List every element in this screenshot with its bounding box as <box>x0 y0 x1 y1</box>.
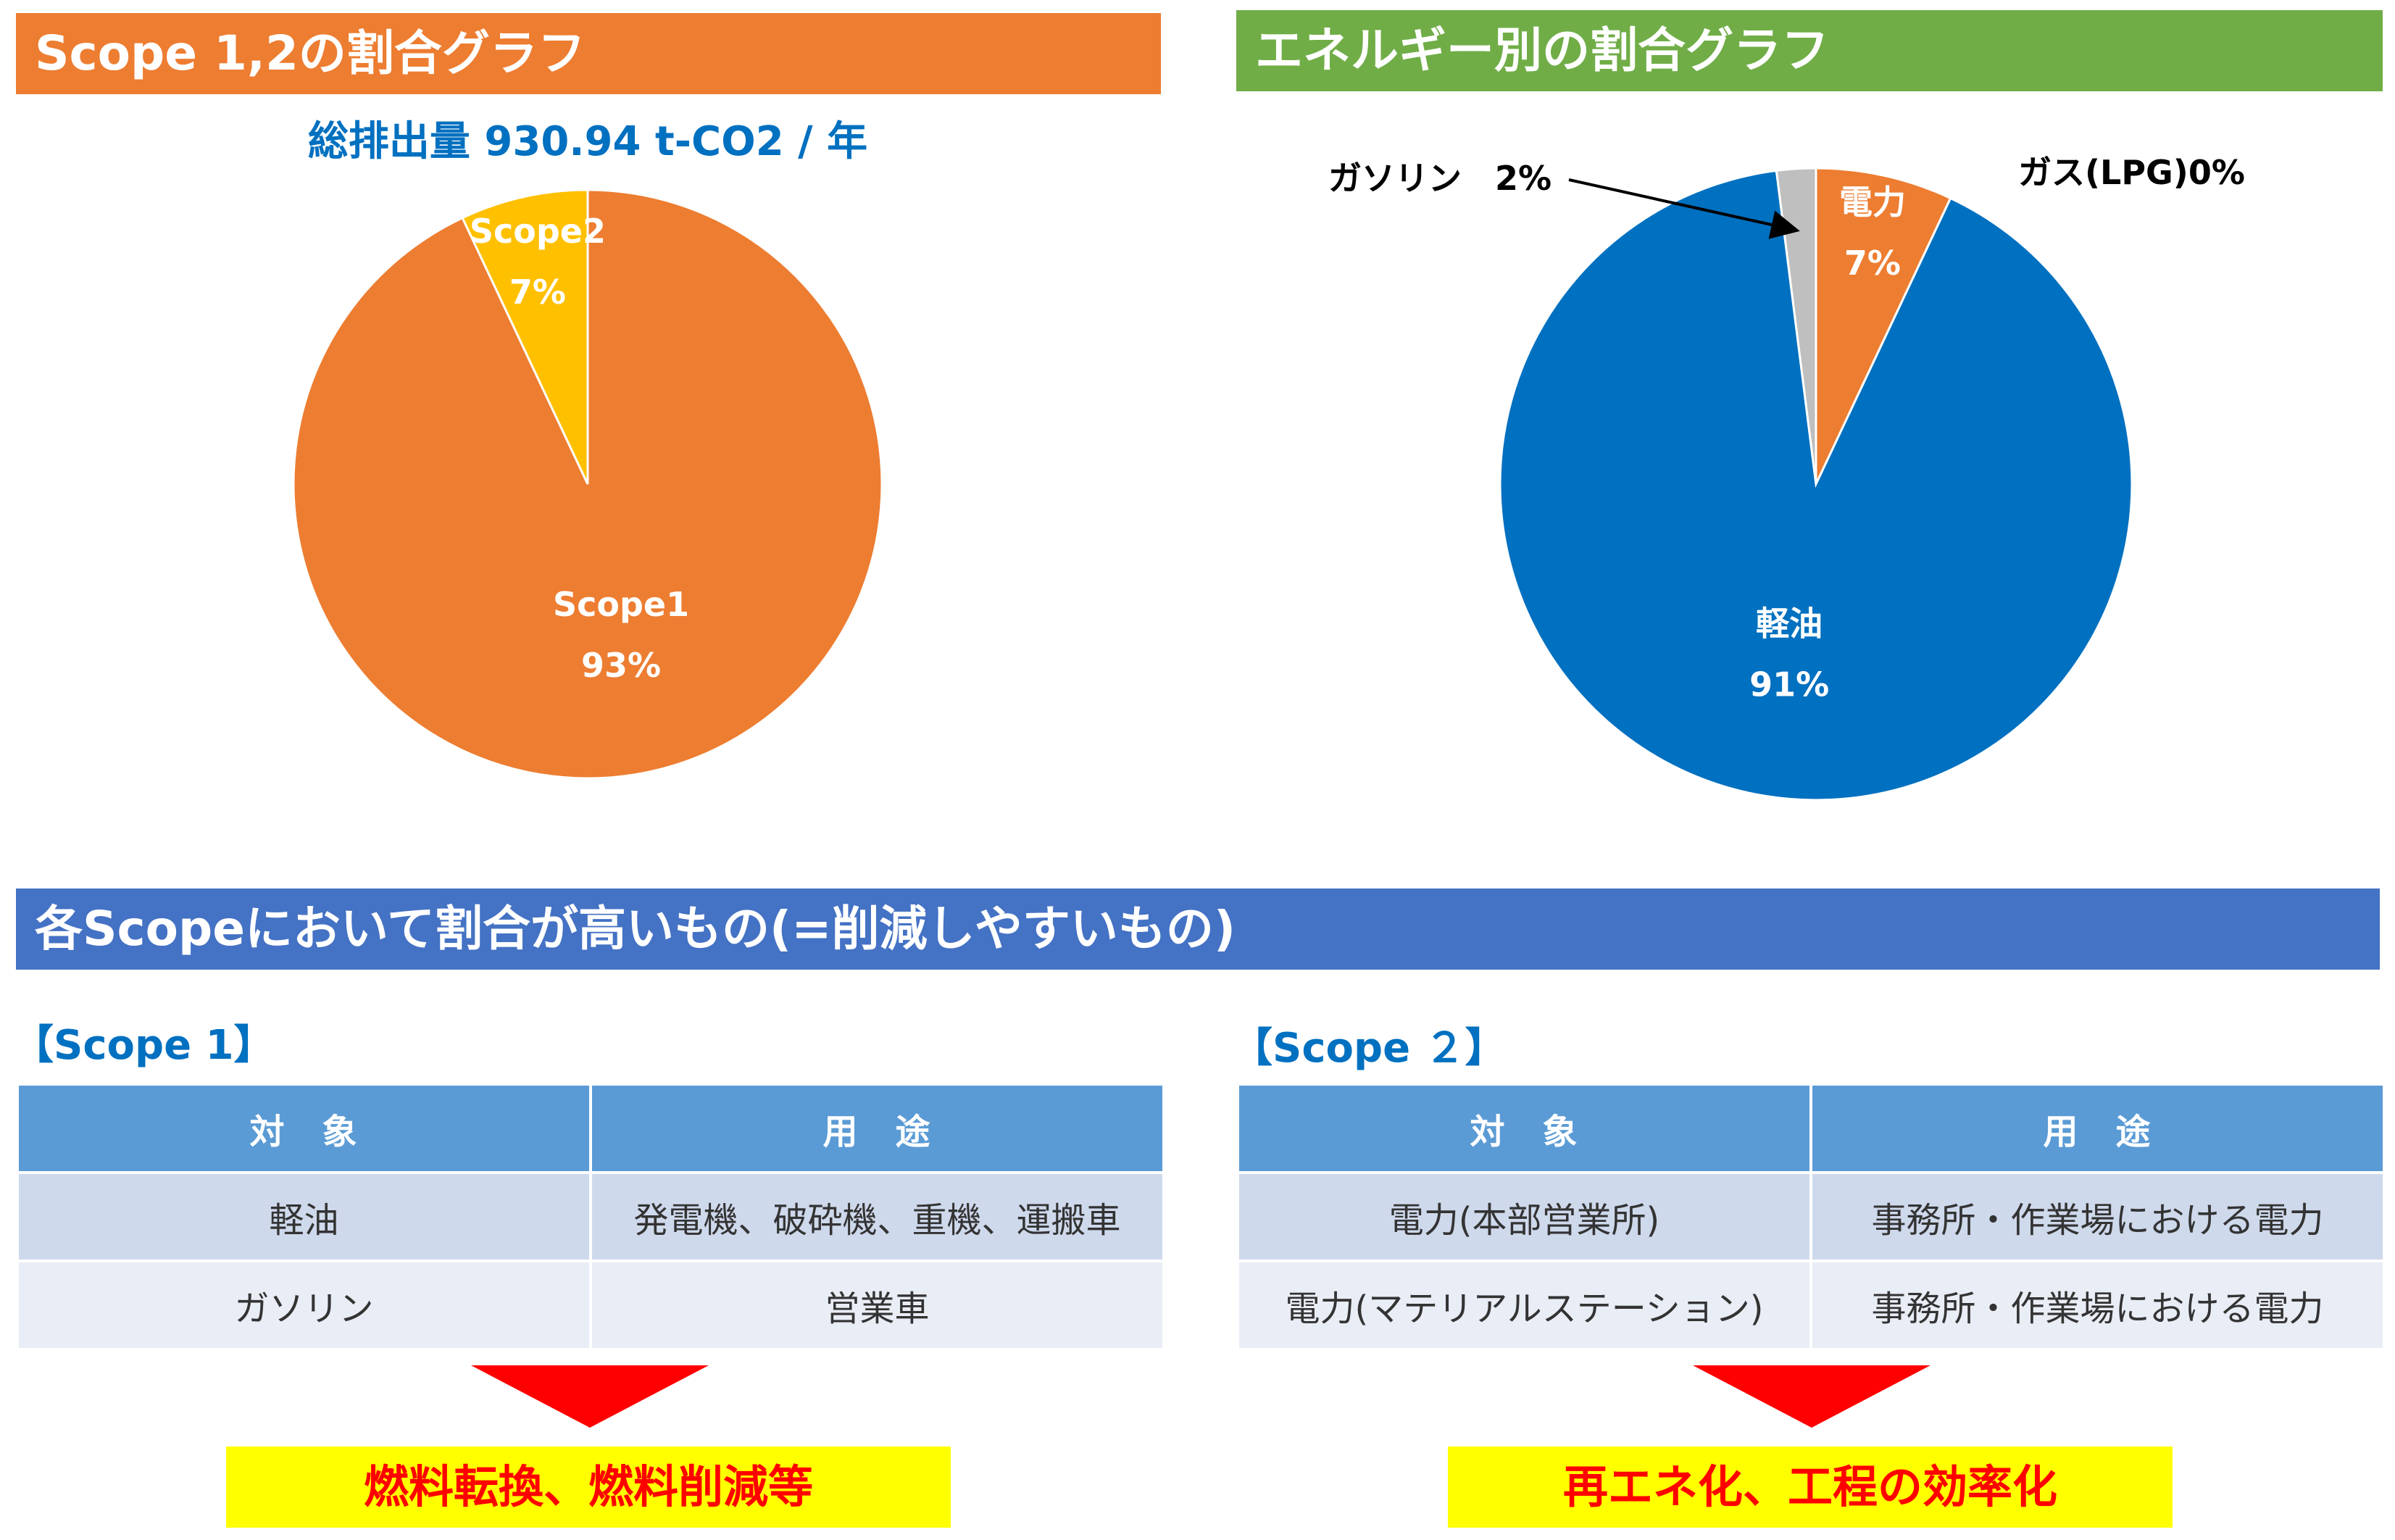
scope1-result: 燃料転換、燃料削減等 <box>226 1447 951 1528</box>
pie-slice-percent: 7% <box>1844 244 1901 283</box>
scope2-table: 対 象 用 途 電力(本部営業所) 事務所・作業場における電力 電力(マテリアル… <box>1236 1083 2386 1351</box>
table-cell: 営業車 <box>589 1260 1165 1351</box>
pie-slice-label: Scope2 <box>470 212 606 251</box>
gasoline-callout-label: ガソリン 2% <box>1328 159 1551 198</box>
scope1-label: 【Scope 1】 <box>13 1022 275 1069</box>
pie-slice-percent: 93% <box>581 646 661 685</box>
scope-pie-title: 総排出量 930.94 t-CO2 / 年 <box>308 118 867 165</box>
pie-slice <box>1815 167 1952 485</box>
scope2-result: 再エネ化、工程の効率化 <box>1448 1447 2173 1528</box>
table-row: 電力(マテリアルステーション) 事務所・作業場における電力 <box>1236 1260 2386 1351</box>
table-cell: 電力(マテリアルステーション) <box>1236 1260 1812 1351</box>
energy-chart-banner: エネルギー別の割合グラフ <box>1236 10 2383 91</box>
lpg-callout-label: ガス(LPG)0% <box>2018 153 2245 192</box>
scope2-header-target: 対 象 <box>1236 1083 1812 1174</box>
scope2-down-arrow <box>1693 1365 1930 1428</box>
table-cell: 事務所・作業場における電力 <box>1809 1171 2386 1262</box>
scope-chart-banner: Scope 1,2の割合グラフ <box>16 13 1161 94</box>
gasoline-callout-arrow <box>1568 178 1800 239</box>
pie-slice-label: 電力 <box>1839 183 1906 222</box>
scope2-header-usage: 用 途 <box>1809 1083 2386 1174</box>
scope1-down-arrow <box>471 1365 709 1428</box>
scope2-label: 【Scope ２】 <box>1232 1025 1506 1072</box>
pie-slice <box>1775 167 1817 485</box>
scope1-header-usage: 用 途 <box>589 1083 1165 1174</box>
table-cell: ガソリン <box>16 1260 592 1351</box>
table-cell: 電力(本部営業所) <box>1236 1171 1812 1262</box>
charts-canvas: 総排出量 930.94 t-CO2 / 年 Scope193%Scope27% … <box>292 118 2245 802</box>
scope1-table: 対 象 用 途 軽油 発電機、破砕機、重機、運搬車 ガソリン 営業車 <box>16 1083 1165 1351</box>
table-row: 軽油 発電機、破砕機、重機、運搬車 <box>16 1171 1165 1262</box>
pie-slice-label: Scope1 <box>553 585 689 624</box>
scope1-header-target: 対 象 <box>16 1083 592 1174</box>
pie-slice-percent: 91% <box>1749 665 1829 704</box>
table-cell: 軽油 <box>16 1171 592 1262</box>
table-row: ガソリン 営業車 <box>16 1260 1165 1351</box>
table-row: 電力(本部営業所) 事務所・作業場における電力 <box>1236 1171 2386 1262</box>
pie-slice-label: 軽油 <box>1756 604 1823 644</box>
reduction-banner: 各Scopeにおいて割合が高いもの(=削減しやすいもの) <box>16 888 2380 970</box>
pie-slice <box>461 188 589 485</box>
table-cell: 発電機、破砕機、重機、運搬車 <box>589 1171 1165 1262</box>
energy-pie-chart: 電力 7% 軽油 91% <box>1499 167 2133 802</box>
pie-slice <box>1499 169 2133 802</box>
scope-pie-chart: Scope1 93% Scope2 7% <box>292 188 883 780</box>
table-cell: 事務所・作業場における電力 <box>1809 1260 2386 1351</box>
pie-slice-percent: 7% <box>509 272 566 312</box>
